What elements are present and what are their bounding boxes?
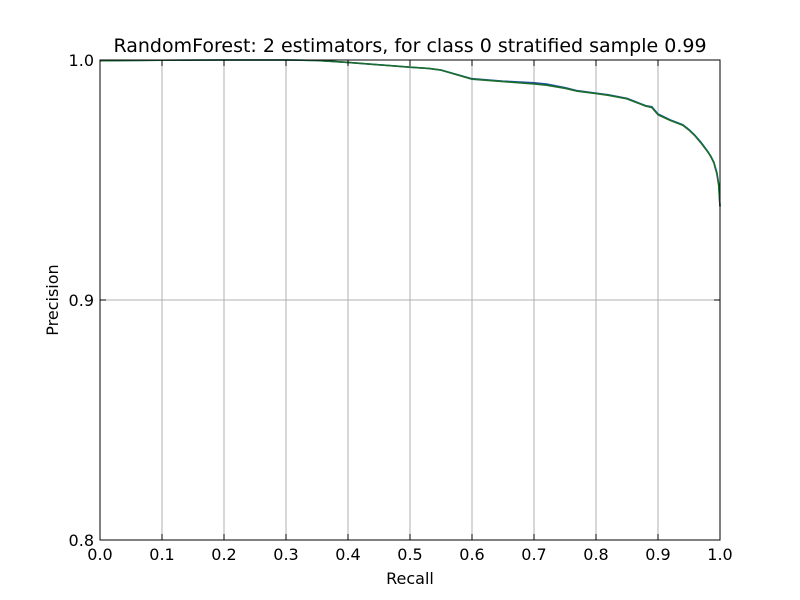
x-tick-label: 0.3 xyxy=(273,545,298,564)
y-axis-label: Precision xyxy=(43,264,62,335)
x-axis-label: Recall xyxy=(386,569,434,588)
x-tick-label: 0.7 xyxy=(521,545,546,564)
x-tick-label: 0.2 xyxy=(211,545,236,564)
y-tick-label: 1.0 xyxy=(69,51,94,70)
chart-title: RandomForest: 2 estimators, for class 0 … xyxy=(113,35,706,57)
x-tick-label: 0.9 xyxy=(645,545,670,564)
y-tick-label: 0.9 xyxy=(69,291,94,310)
x-tick-label: 0.1 xyxy=(149,545,174,564)
y-tick-label: 0.8 xyxy=(69,531,94,550)
x-tick-label: 0.5 xyxy=(397,545,422,564)
series-line-1 xyxy=(99,59,721,207)
x-tick-label: 1.0 xyxy=(707,545,732,564)
x-tick-label: 0.6 xyxy=(459,545,484,564)
series-lines xyxy=(99,59,721,207)
x-tick-label: 0.0 xyxy=(87,545,112,564)
tick-marks xyxy=(99,59,721,541)
x-tick-label: 0.8 xyxy=(583,545,608,564)
x-tick-label: 0.4 xyxy=(335,545,360,564)
tick-labels: 0.0 0.1 0.2 0.3 0.4 0.5 0.6 0.7 0.8 0.9 1.0 0.8 0.9 1… xyxy=(69,51,733,564)
